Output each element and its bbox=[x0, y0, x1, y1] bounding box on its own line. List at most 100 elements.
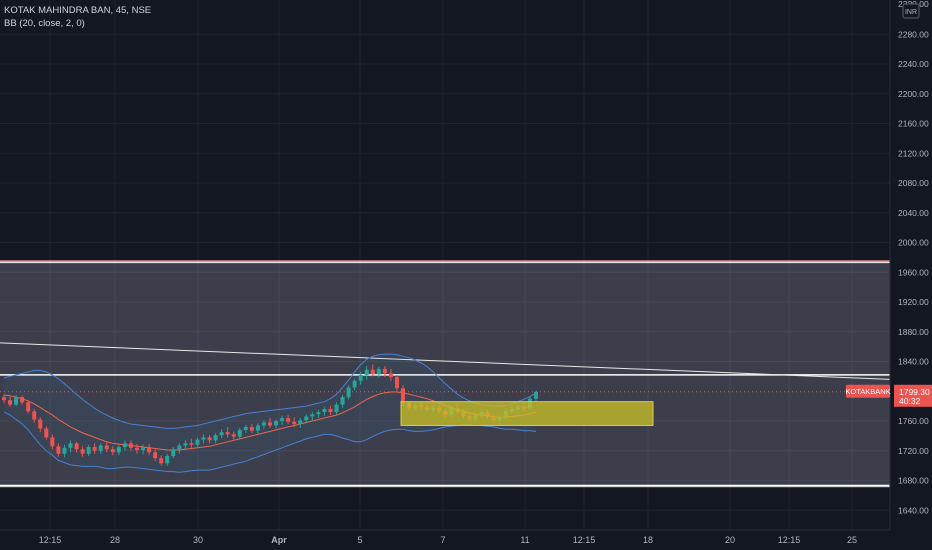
candle bbox=[153, 449, 158, 462]
price-tick-label: 2280.00 bbox=[898, 29, 929, 39]
time-tick-label: 25 bbox=[847, 535, 857, 545]
candle-body bbox=[268, 422, 272, 426]
candle bbox=[141, 444, 146, 455]
candle bbox=[32, 409, 37, 423]
time-tick-label: 28 bbox=[110, 535, 120, 545]
candle bbox=[219, 429, 224, 439]
candle-body bbox=[62, 447, 67, 454]
price-tick-label: 2040.00 bbox=[898, 208, 929, 218]
candle bbox=[394, 374, 399, 392]
candle bbox=[340, 394, 345, 408]
candle-body bbox=[171, 449, 176, 456]
candle-body bbox=[50, 437, 55, 447]
candle bbox=[135, 444, 139, 454]
price-tick-label: 1680.00 bbox=[898, 476, 929, 486]
candle bbox=[159, 455, 164, 466]
candle bbox=[358, 371, 363, 385]
candle-body bbox=[382, 368, 387, 374]
candle bbox=[231, 431, 236, 440]
candle bbox=[274, 419, 279, 429]
candle bbox=[225, 426, 230, 438]
candle-body bbox=[56, 446, 61, 454]
candle bbox=[310, 412, 315, 421]
candle-body bbox=[340, 397, 345, 405]
candle-body bbox=[92, 447, 97, 451]
candle bbox=[147, 444, 152, 456]
candle bbox=[122, 440, 127, 451]
candle-body bbox=[116, 447, 121, 453]
candle-body bbox=[322, 409, 327, 413]
candle bbox=[2, 394, 6, 404]
time-tick-label: Apr bbox=[271, 535, 287, 545]
candle-body bbox=[249, 426, 254, 431]
symbol-title: KOTAK MAHINDRA BAN, 45, NSE bbox=[4, 5, 152, 16]
candle-body bbox=[298, 420, 303, 424]
time-tick-label: 5 bbox=[357, 535, 362, 545]
candle-body bbox=[128, 443, 133, 448]
time-tick-label: 20 bbox=[725, 535, 735, 545]
time-tick-label: 12:15 bbox=[39, 535, 62, 545]
candle-body bbox=[388, 373, 393, 378]
candle bbox=[177, 443, 182, 454]
price-tick-label: 2080.00 bbox=[898, 178, 929, 188]
price-tick-label: 1840.00 bbox=[898, 357, 929, 367]
candle-body bbox=[104, 445, 109, 450]
candle bbox=[382, 365, 387, 378]
time-tick-label: 30 bbox=[193, 535, 203, 545]
candle-body bbox=[316, 412, 321, 415]
last-price-label bbox=[894, 384, 932, 407]
candle bbox=[171, 447, 176, 459]
candle bbox=[286, 415, 291, 424]
price-tick-label: 2200.00 bbox=[898, 89, 929, 99]
candle-body bbox=[304, 416, 309, 421]
candle-body bbox=[243, 426, 248, 430]
price-tick-label: 1760.00 bbox=[898, 416, 929, 426]
price-tick-label: 1920.00 bbox=[898, 297, 929, 307]
candle-body bbox=[261, 422, 266, 426]
candle-body bbox=[26, 402, 31, 412]
time-tick-label: 12:15 bbox=[573, 535, 596, 545]
candle-body bbox=[231, 434, 236, 437]
candle bbox=[20, 395, 25, 405]
candle-body bbox=[352, 380, 357, 388]
candle-body bbox=[376, 368, 381, 375]
candle-body bbox=[159, 458, 164, 464]
candle-body bbox=[534, 391, 538, 399]
candle bbox=[183, 440, 188, 450]
candle bbox=[8, 396, 13, 407]
candle-body bbox=[122, 443, 127, 448]
price-tick-label: 2120.00 bbox=[898, 148, 929, 158]
candle bbox=[376, 366, 381, 378]
candle-body bbox=[358, 374, 363, 381]
bar-countdown: 40:32 bbox=[899, 396, 921, 406]
candle bbox=[207, 435, 212, 444]
candle-body bbox=[370, 369, 375, 375]
candle-body bbox=[153, 452, 158, 459]
candle bbox=[237, 427, 242, 439]
candle-body bbox=[165, 455, 170, 464]
candle-body bbox=[74, 443, 79, 450]
candle bbox=[195, 437, 200, 448]
candle-body bbox=[38, 419, 43, 429]
candle-body bbox=[286, 418, 291, 422]
candle-body bbox=[364, 369, 369, 375]
candle-body bbox=[225, 432, 230, 435]
candle bbox=[14, 394, 19, 407]
candle-body bbox=[207, 437, 212, 441]
candle-body bbox=[328, 409, 333, 413]
last-price-value: 1799.30 bbox=[899, 387, 930, 397]
candle-body bbox=[8, 400, 13, 405]
candle bbox=[243, 424, 248, 433]
candle bbox=[364, 365, 369, 380]
candle bbox=[86, 444, 91, 456]
candle-body bbox=[14, 397, 19, 405]
currency-badge bbox=[902, 3, 920, 19]
candle bbox=[56, 443, 61, 457]
price-tick-label: 2160.00 bbox=[898, 119, 929, 129]
candle bbox=[68, 440, 73, 453]
candle-body bbox=[195, 439, 200, 445]
bb-lower-line bbox=[3, 411, 537, 473]
candle bbox=[255, 423, 260, 435]
